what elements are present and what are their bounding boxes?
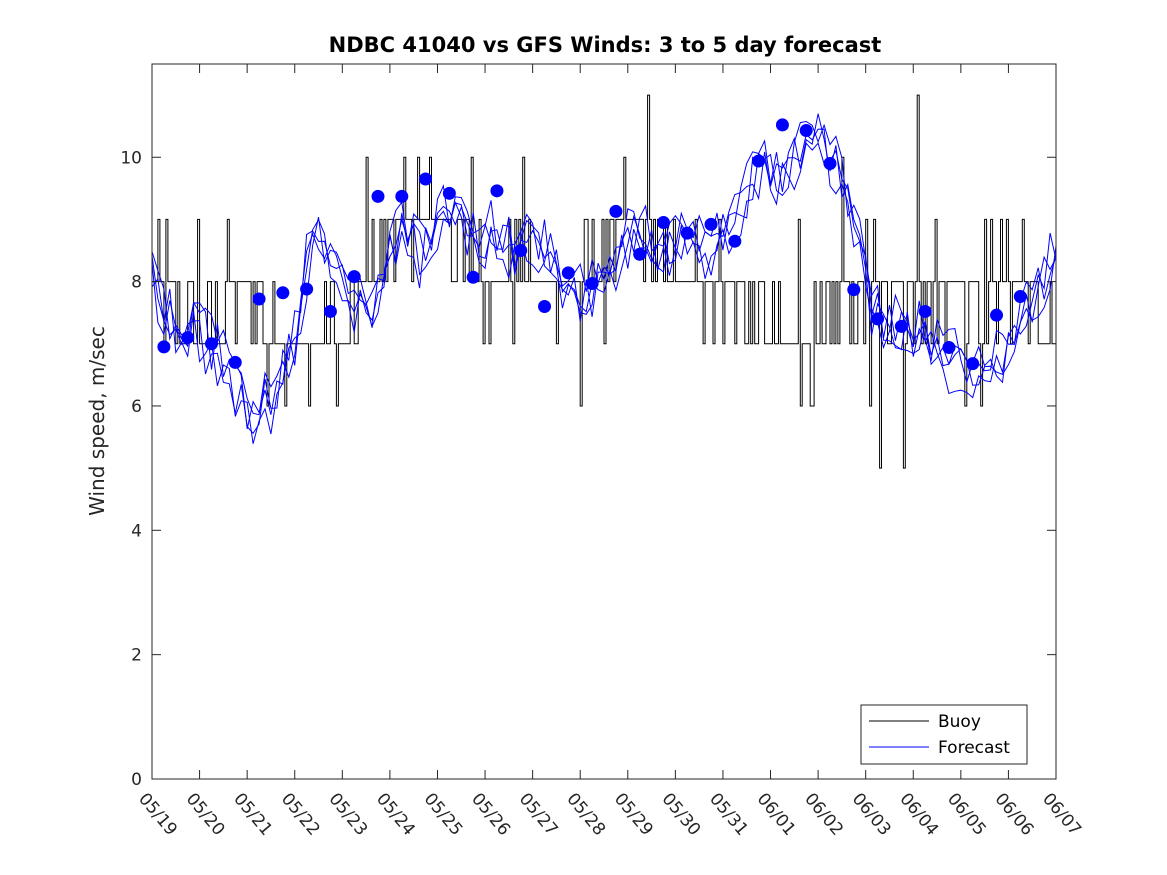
forecast-marker-30 (847, 283, 861, 297)
x-tick-label: 06/06 (991, 789, 1038, 839)
x-tick-label: 06/03 (848, 789, 895, 839)
forecast-marker-3 (204, 337, 218, 351)
legend-label-forecast: Forecast (938, 738, 1010, 758)
forecast-marker-12 (419, 172, 433, 186)
y-tick-label: 4 (131, 521, 142, 541)
buoy-series-line (152, 94, 1056, 469)
forecast-marker-31 (871, 312, 885, 326)
forecast-marker-27 (775, 118, 789, 132)
y-axis-label: Wind speed, m/sec (85, 326, 109, 516)
forecast-marker-33 (918, 304, 932, 318)
y-tick-label: 6 (131, 397, 142, 417)
y-tick-label: 8 (131, 273, 142, 293)
forecast-marker-4 (228, 355, 242, 369)
forecast-marker-24 (704, 217, 718, 231)
legend: Buoy Forecast (860, 704, 1028, 765)
forecast-marker-32 (894, 319, 908, 333)
forecast-marker-1 (157, 340, 171, 354)
y-tick-label: 0 (131, 770, 142, 790)
x-tick-label: 05/26 (467, 789, 514, 839)
x-tick-label: 05/21 (229, 789, 276, 839)
chart-title: NDBC 41040 vs GFS Winds: 3 to 5 day fore… (329, 33, 882, 57)
forecast-marker-7 (300, 282, 314, 296)
x-tick-label: 05/31 (705, 789, 752, 839)
x-tick-label: 05/30 (658, 789, 705, 839)
forecast-marker-11 (395, 189, 409, 203)
x-tick-label: 06/02 (800, 789, 847, 839)
forecast-marker-2 (181, 331, 195, 345)
x-tick-label: 06/05 (943, 789, 990, 839)
x-tick-label: 05/24 (372, 789, 419, 839)
legend-label-buoy: Buoy (938, 712, 981, 732)
forecast-marker-5 (252, 292, 266, 306)
forecast-marker-21 (633, 247, 647, 261)
x-tick-label: 05/28 (562, 789, 609, 839)
y-tick-label: 2 (131, 646, 142, 666)
forecast-marker-18 (561, 266, 575, 280)
forecast-series-line-2 (151, 128, 1057, 416)
forecast-marker-10 (371, 189, 385, 203)
forecast-marker-20 (609, 204, 623, 218)
x-tick-label: 05/22 (277, 789, 324, 839)
forecast-marker-9 (347, 270, 361, 284)
forecast-marker-6 (276, 286, 290, 300)
forecast-marker-37 (1013, 290, 1027, 304)
forecast-marker-28 (799, 124, 813, 138)
x-tick-label: 06/01 (753, 789, 800, 839)
x-tick-label: 05/25 (420, 789, 467, 839)
forecast-marker-8 (323, 304, 337, 318)
forecast-marker-25 (728, 234, 742, 248)
legend-box (860, 704, 1028, 765)
forecast-marker-13 (442, 186, 456, 200)
forecast-marker-23 (680, 226, 694, 240)
forecast-marker-26 (752, 154, 766, 168)
x-tick-label: 06/07 (1038, 789, 1085, 839)
forecast-marker-29 (823, 156, 837, 170)
axes-box (151, 63, 1057, 780)
forecast-marker-35 (966, 357, 980, 371)
forecast-marker-17 (538, 299, 552, 313)
forecast-marker-36 (990, 308, 1004, 322)
x-tick-label: 05/29 (610, 789, 657, 839)
forecast-marker-15 (490, 184, 504, 198)
forecast-marker-16 (514, 244, 528, 258)
x-tick-label: 05/19 (134, 789, 181, 839)
forecast-marker-19 (585, 276, 599, 290)
forecast-marker-14 (466, 270, 480, 284)
x-tick-label: 05/27 (515, 789, 562, 839)
x-tick-label: 05/20 (182, 789, 229, 839)
y-tick-label: 10 (120, 148, 142, 168)
x-tick-label: 05/23 (324, 789, 371, 839)
forecast-marker-22 (656, 216, 670, 230)
forecast-marker-34 (942, 341, 956, 355)
x-tick-label: 06/04 (895, 789, 942, 839)
